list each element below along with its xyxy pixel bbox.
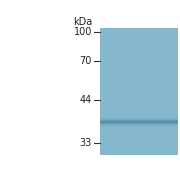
Bar [100, 116, 178, 117]
Bar [100, 118, 178, 119]
Bar [100, 126, 178, 127]
Text: 100: 100 [74, 27, 92, 37]
Bar [100, 122, 178, 123]
Text: 44: 44 [80, 95, 92, 105]
Bar [100, 124, 178, 125]
Bar [100, 28, 178, 155]
Text: kDa: kDa [73, 17, 92, 27]
Bar [100, 115, 178, 116]
Bar [100, 123, 178, 124]
Bar [100, 125, 178, 126]
Bar [100, 127, 178, 128]
Text: 33: 33 [80, 138, 92, 148]
Bar [100, 120, 178, 121]
Bar [100, 119, 178, 120]
Bar [100, 128, 178, 129]
Bar [100, 121, 178, 122]
Text: 70: 70 [80, 56, 92, 66]
